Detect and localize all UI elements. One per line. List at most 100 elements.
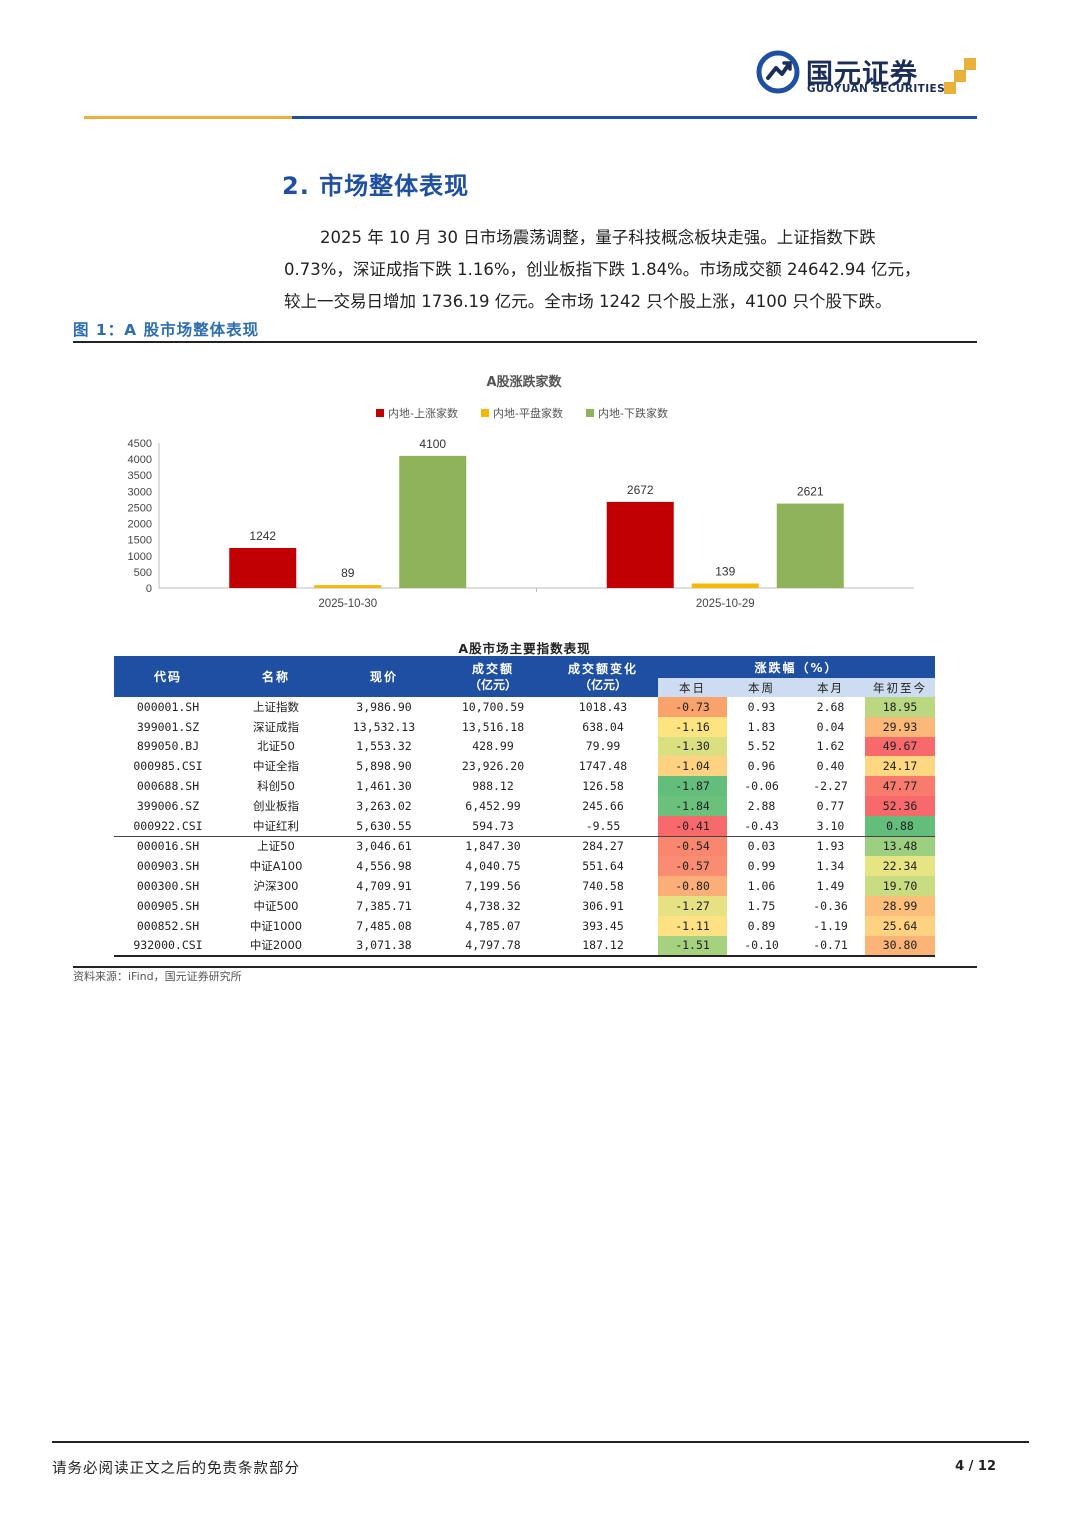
y-tick-label: 0 bbox=[146, 583, 152, 595]
cell-turnover: 6,452.99 bbox=[465, 798, 521, 813]
cell-day: -1.16 bbox=[658, 716, 727, 737]
cell-turnover: 988.12 bbox=[472, 779, 514, 794]
cell-ytd: 24.17 bbox=[865, 756, 936, 777]
cell-price: 1,553.32 bbox=[356, 739, 412, 754]
cell-week: 5.52 bbox=[747, 739, 776, 754]
data-label: 2672 bbox=[627, 483, 654, 497]
cell-change: 306.91 bbox=[582, 898, 624, 913]
table-row: 000852.SH 中证1000 7,485.08 4,785.07 393.45 -1.… bbox=[114, 915, 936, 936]
cell-change: 551.64 bbox=[582, 859, 624, 874]
header-name: 名称 bbox=[222, 656, 330, 697]
cell-turnover: 7,199.56 bbox=[465, 879, 521, 894]
cell-price: 3,263.02 bbox=[356, 798, 412, 813]
cell-code: 000300.SH bbox=[136, 879, 200, 894]
cell-ytd: 47.77 bbox=[865, 776, 936, 796]
cell-week: 1.83 bbox=[747, 719, 776, 734]
cell-week: 1.75 bbox=[747, 898, 776, 913]
cell-code: 000985.CSI bbox=[133, 759, 203, 774]
paragraph-line: 较上一交易日增加 1736.19 亿元。全市场 1242 只个股上涨，4100 … bbox=[284, 292, 892, 311]
table-row: 932000.CSI 中证2000 3,071.38 4,797.78 187.12 -1… bbox=[114, 935, 936, 958]
cell-turnover: 13,516.18 bbox=[461, 719, 525, 734]
cell-month: 1.93 bbox=[796, 835, 865, 857]
cell-day: -0.80 bbox=[658, 876, 727, 896]
cell-price: 5,630.55 bbox=[356, 818, 412, 833]
header-change-label: 成交额变化 bbox=[567, 661, 638, 676]
cell-change: -9.55 bbox=[585, 818, 621, 833]
cell-code: 000852.SH bbox=[136, 918, 200, 933]
cell-month: 0.04 bbox=[816, 719, 845, 734]
cell-name: 上证50 bbox=[222, 835, 330, 857]
header-change: 成交额变化 （亿元） bbox=[548, 656, 658, 697]
cell-day: -1.11 bbox=[658, 915, 727, 936]
table-row: 000985.CSI 中证全指 5,898.90 23,926.20 1747.48 -1… bbox=[114, 756, 936, 777]
table-row: 000903.SH 中证A100 4,556.98 4,040.75 551.64 -0.… bbox=[114, 856, 936, 877]
x-tick-label: 2025-10-30 bbox=[318, 598, 377, 610]
cell-code: 000001.SH bbox=[136, 699, 200, 714]
cell-code: 000016.SH bbox=[114, 835, 222, 857]
table-row: 000905.SH 中证500 7,385.71 4,738.32 306.91 -1.2… bbox=[114, 895, 936, 916]
cell-day: -1.84 bbox=[658, 795, 727, 816]
cell-day: -1.51 bbox=[658, 935, 727, 958]
cell-code: 899050.BJ bbox=[136, 739, 200, 754]
figure-caption: 图 1：A 股市场整体表现 bbox=[73, 321, 260, 339]
cell-price: 13,532.13 bbox=[352, 719, 416, 734]
cell-name: 创业板指 bbox=[253, 798, 299, 813]
cell-week: 1.06 bbox=[747, 879, 776, 894]
cell-price: 3,986.90 bbox=[356, 699, 412, 714]
cell-day: -1.30 bbox=[658, 736, 727, 757]
cell-price: 4,556.98 bbox=[356, 859, 412, 874]
cell-code: 000903.SH bbox=[136, 859, 200, 874]
header-change-unit: （亿元） bbox=[578, 677, 627, 692]
footer-disclaimer: 请务必阅读正文之后的免责条款部分 bbox=[52, 1461, 300, 1477]
cell-name: 北证50 bbox=[257, 739, 295, 754]
cell-ytd: 13.48 bbox=[865, 835, 936, 857]
cell-week: 0.93 bbox=[747, 699, 776, 714]
y-tick-label: 500 bbox=[134, 567, 152, 579]
cell-week: -0.06 bbox=[744, 779, 779, 794]
cell-ytd: 22.34 bbox=[865, 856, 936, 877]
table-title: A股市场主要指数表现 bbox=[458, 641, 591, 656]
cell-month: -2.27 bbox=[813, 779, 848, 794]
bar bbox=[776, 503, 844, 588]
cell-change: 1747.48 bbox=[578, 759, 628, 774]
cell-name: 中证A100 bbox=[249, 859, 303, 874]
cell-code: 399006.SZ bbox=[136, 798, 200, 813]
data-label: 139 bbox=[715, 565, 735, 579]
legend-entry: 内地-下跌家数 bbox=[598, 406, 668, 420]
cell-code: 000922.CSI bbox=[133, 818, 203, 833]
cell-change: 740.58 bbox=[582, 879, 624, 894]
cell-ytd: 49.67 bbox=[865, 736, 936, 757]
header-week: 本周 bbox=[727, 678, 796, 697]
cell-change: 245.66 bbox=[582, 798, 624, 813]
cell-month: 0.77 bbox=[816, 798, 845, 813]
figure-rule bbox=[73, 341, 977, 343]
cell-week: -0.43 bbox=[744, 818, 779, 833]
table-row: 000016.SH 上证50 3,046.61 1,847.30 284.27 -0.54… bbox=[114, 835, 936, 857]
header-pct: 涨跌幅（%） bbox=[658, 656, 936, 678]
legend-swatch bbox=[586, 409, 594, 417]
cell-week: 0.03 bbox=[727, 835, 796, 857]
cell-ytd: 30.80 bbox=[865, 935, 936, 958]
cell-price: 1,461.30 bbox=[356, 779, 412, 794]
cell-week: 2.88 bbox=[747, 798, 776, 813]
cell-day: -0.54 bbox=[658, 835, 727, 857]
bar bbox=[229, 547, 297, 588]
header-turnover-unit: （亿元） bbox=[468, 677, 517, 692]
data-label: 4100 bbox=[419, 437, 446, 451]
index-performance-table: 代码 名称 现价 成交额 （亿元） 成交额变化 （亿元） 涨跌幅（%） 本日 本… bbox=[114, 656, 936, 958]
cell-name: 中证500 bbox=[253, 898, 299, 913]
cell-price: 4,709.91 bbox=[356, 879, 412, 894]
table-row: 899050.BJ 北证50 1,553.32 428.99 79.99 -1.30 5.5… bbox=[114, 736, 936, 757]
header-turnover: 成交额 （亿元） bbox=[438, 656, 548, 697]
bar bbox=[314, 585, 382, 588]
table-row: 000922.CSI 中证红利 5,630.55 594.73 -9.55 -0.41 -0… bbox=[114, 815, 936, 837]
cell-ytd: 18.95 bbox=[865, 697, 936, 717]
cell-change: 1018.43 bbox=[578, 699, 628, 714]
y-tick-label: 2000 bbox=[128, 519, 152, 531]
y-tick-label: 3500 bbox=[128, 470, 152, 482]
y-tick-label: 1500 bbox=[128, 535, 152, 547]
table-row: 000300.SH 沪深300 4,709.91 7,199.56 740.58 -0.8… bbox=[114, 876, 936, 896]
section-title: 2. 市场整体表现 bbox=[282, 172, 470, 200]
cell-ytd: 28.99 bbox=[865, 895, 936, 916]
y-tick-label: 3000 bbox=[128, 486, 152, 498]
